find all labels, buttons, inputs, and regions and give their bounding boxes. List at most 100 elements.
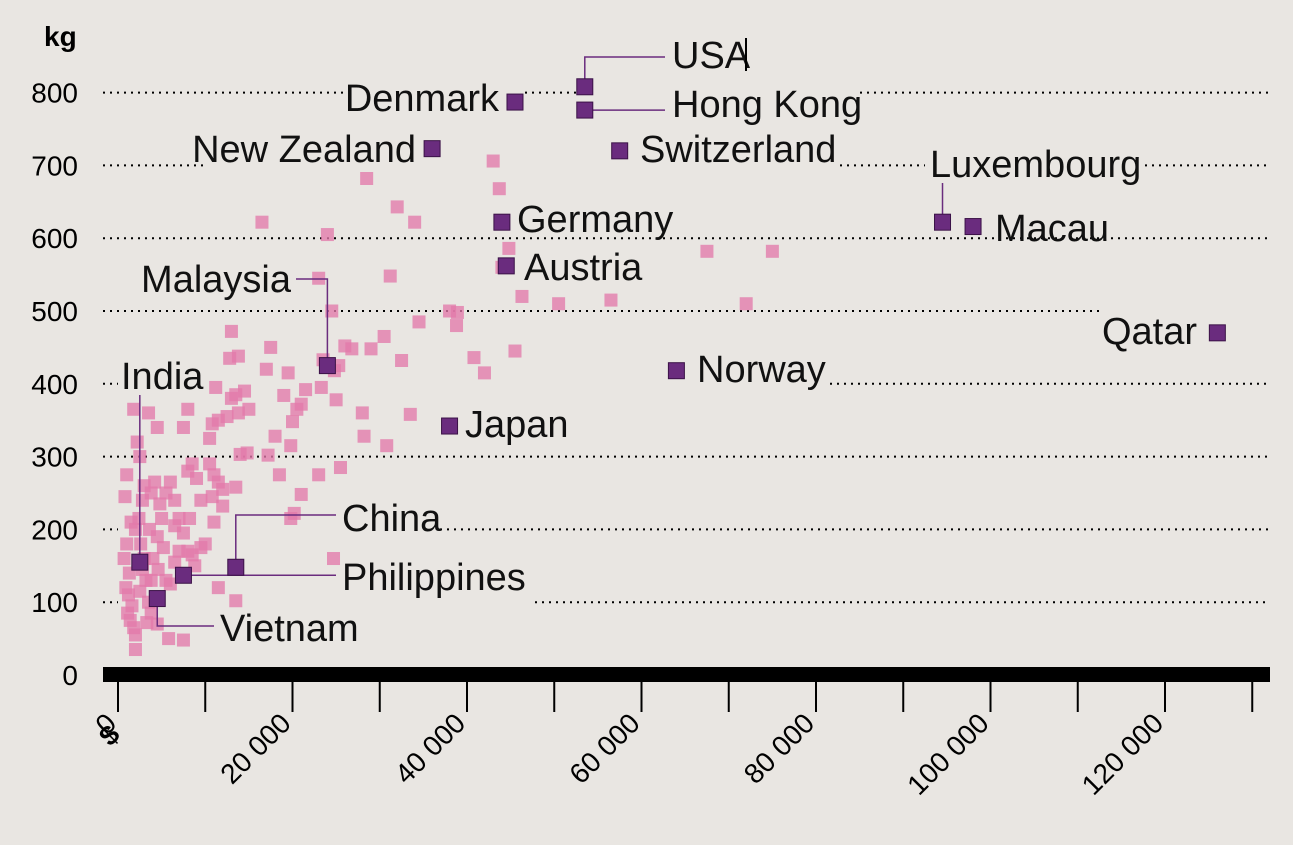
data-point (120, 468, 134, 482)
data-point (515, 289, 529, 303)
data-point (604, 293, 618, 307)
data-point (153, 497, 167, 511)
label-vietnam: Vietnam (220, 608, 359, 650)
x-tick-label-60000: 60 000 (563, 707, 645, 789)
data-point (383, 269, 397, 283)
data-point (277, 388, 291, 402)
data-point (148, 475, 162, 489)
y-tick-label-0: 0 (62, 660, 78, 691)
data-point (700, 244, 714, 258)
label-india: India (121, 356, 204, 398)
data-point (151, 562, 165, 576)
data-point (172, 544, 186, 558)
data-point (231, 349, 245, 363)
data-point (477, 366, 491, 380)
data-point-india (131, 553, 149, 571)
data-point-china (227, 558, 245, 576)
data-point (134, 537, 148, 551)
data-point (140, 616, 154, 630)
data-point (207, 515, 221, 529)
data-point (194, 493, 208, 507)
label-hong-kong: Hong Kong (672, 84, 862, 126)
data-point (238, 384, 252, 398)
label-luxembourg: Luxembourg (930, 144, 1141, 186)
data-point (284, 439, 298, 453)
data-point (229, 594, 243, 608)
y-tick-label-200: 200 (31, 514, 78, 545)
label-usa: USA (672, 35, 751, 77)
data-point (312, 271, 326, 285)
label-japan: Japan (465, 404, 569, 446)
data-point (224, 324, 238, 338)
data-point (357, 429, 371, 443)
y-tick-label-600: 600 (31, 223, 78, 254)
label-philippines: Philippines (342, 557, 526, 599)
data-point (327, 552, 341, 566)
data-point (142, 406, 156, 420)
x-axis: 0 20 000 40 000 60 000 80 000 100 000 120 000$ (89, 667, 1270, 801)
data-point (312, 468, 326, 482)
data-point-denmark (506, 93, 524, 111)
data-point (360, 172, 374, 186)
data-point (261, 448, 275, 462)
data-point (144, 486, 158, 500)
data-point (395, 354, 409, 368)
data-point (329, 393, 343, 407)
data-point-switzerland (611, 142, 629, 160)
data-point (194, 541, 208, 555)
data-point (299, 383, 313, 397)
data-points-highlighted (131, 78, 1226, 608)
data-point (255, 215, 269, 229)
data-point (144, 573, 158, 587)
data-point (132, 511, 146, 525)
data-point (286, 415, 299, 429)
data-point (216, 482, 230, 496)
data-point (492, 182, 506, 196)
data-point-hong-kong (576, 101, 594, 119)
data-point (168, 493, 182, 507)
y-axis-unit-label: kg (44, 21, 77, 52)
leader-line-usa (584, 56, 665, 87)
y-tick-label-700: 700 (31, 150, 78, 181)
data-point (231, 406, 245, 420)
label-switzerland: Switzerland (640, 129, 836, 171)
data-point (264, 340, 278, 354)
data-point (183, 511, 197, 525)
y-tick-label-500: 500 (31, 296, 78, 327)
x-tick-label-100000: 100 000 (901, 707, 994, 800)
data-point (229, 480, 243, 494)
label-new-zealand: New Zealand (192, 129, 416, 171)
data-point (203, 431, 217, 445)
data-points-other-countries (117, 154, 779, 657)
data-point (380, 439, 394, 453)
data-point-usa (576, 78, 594, 96)
data-point-philippines (174, 566, 192, 584)
y-axis-tick-labels: 0 100 200 300 400 500 600 700 800 (31, 78, 78, 691)
data-point-luxembourg (934, 213, 952, 231)
data-point (272, 468, 286, 482)
data-point (467, 351, 481, 365)
data-point (128, 522, 142, 536)
label-austria: Austria (524, 247, 643, 289)
leader-line-china (235, 514, 336, 568)
x-tick-label-20000: 20 000 (214, 707, 296, 789)
data-point (502, 241, 516, 255)
data-point (355, 406, 369, 420)
data-point (739, 297, 753, 311)
data-point (294, 397, 308, 411)
label-leader-lines (139, 56, 944, 627)
data-point (268, 429, 282, 443)
data-point (133, 584, 147, 598)
data-point-japan (441, 417, 459, 435)
data-point (333, 461, 347, 475)
label-malaysia: Malaysia (141, 259, 292, 301)
x-axis-line (103, 667, 1270, 682)
label-macau: Macau (995, 208, 1109, 250)
data-point-austria (497, 257, 515, 275)
data-point (314, 380, 328, 394)
x-tick-label-120000: 120 000 (1076, 707, 1169, 800)
country-labels: USA Hong Kong Denmark New Zealand Switzerlan… (121, 35, 1197, 650)
data-point-vietnam (148, 590, 166, 608)
leader-line-malaysia (296, 278, 329, 366)
